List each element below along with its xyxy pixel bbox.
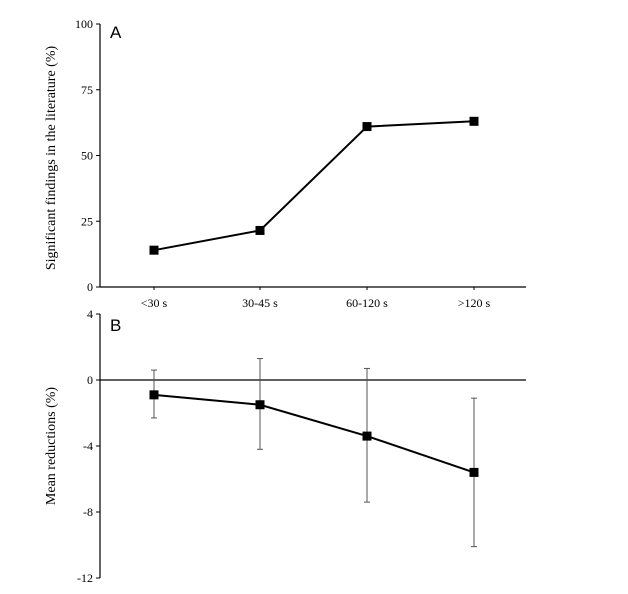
panel-a-y-tick-label: 0 xyxy=(87,280,93,294)
panel-b-y-tick-label: 0 xyxy=(87,373,93,387)
panel-b-data-point xyxy=(149,390,159,400)
panel-b: B Mean reductions (%) 4 0 -4 -8 -12 xyxy=(44,307,526,585)
panel-a-data-point xyxy=(149,245,159,255)
panel-a-axes: 0 25 50 75 100 <30 s 30-45 s 60-120 s >120 s xyxy=(75,17,526,310)
panel-b-y-tick-label: -12 xyxy=(77,571,93,585)
panel-b-y-tick-label: 4 xyxy=(87,307,93,321)
panel-a-y-axis-label: Significant findings in the literature (… xyxy=(44,45,59,270)
panel-b-data-point xyxy=(469,467,479,477)
panel-b-y-tick-label: -4 xyxy=(83,439,93,453)
panel-a-y-tick-label: 75 xyxy=(81,83,93,97)
panel-a-letter: A xyxy=(110,23,122,42)
panel-a-data-point xyxy=(255,225,265,235)
panel-a: A Significant findings in the literature… xyxy=(44,17,526,310)
panel-b-series-line xyxy=(153,393,475,474)
panel-a-x-tick-label: <30 s xyxy=(141,296,168,310)
panel-b-data-point xyxy=(255,400,265,410)
panel-a-data-point xyxy=(362,122,372,132)
panel-a-y-tick-label: 25 xyxy=(81,214,93,228)
panel-a-y-tick-label: 100 xyxy=(75,17,93,31)
panel-a-x-tick-label: >120 s xyxy=(458,296,491,310)
panel-a-data-point xyxy=(469,116,479,126)
panel-a-x-tick-label: 60-120 s xyxy=(346,296,388,310)
panel-b-y-tick-label: -8 xyxy=(83,505,93,519)
panel-b-marks xyxy=(149,358,479,548)
panel-a-y-tick-label: 50 xyxy=(81,149,93,163)
panel-a-x-tick-label: 30-45 s xyxy=(242,296,278,310)
panel-a-marks xyxy=(149,116,479,255)
panel-a-series-line xyxy=(153,120,475,252)
panel-b-data-point xyxy=(362,431,372,441)
panel-b-y-axis-label: Mean reductions (%) xyxy=(44,387,59,506)
panel-b-axes: 4 0 -4 -8 -12 xyxy=(77,307,526,585)
panel-b-letter: B xyxy=(110,316,121,335)
